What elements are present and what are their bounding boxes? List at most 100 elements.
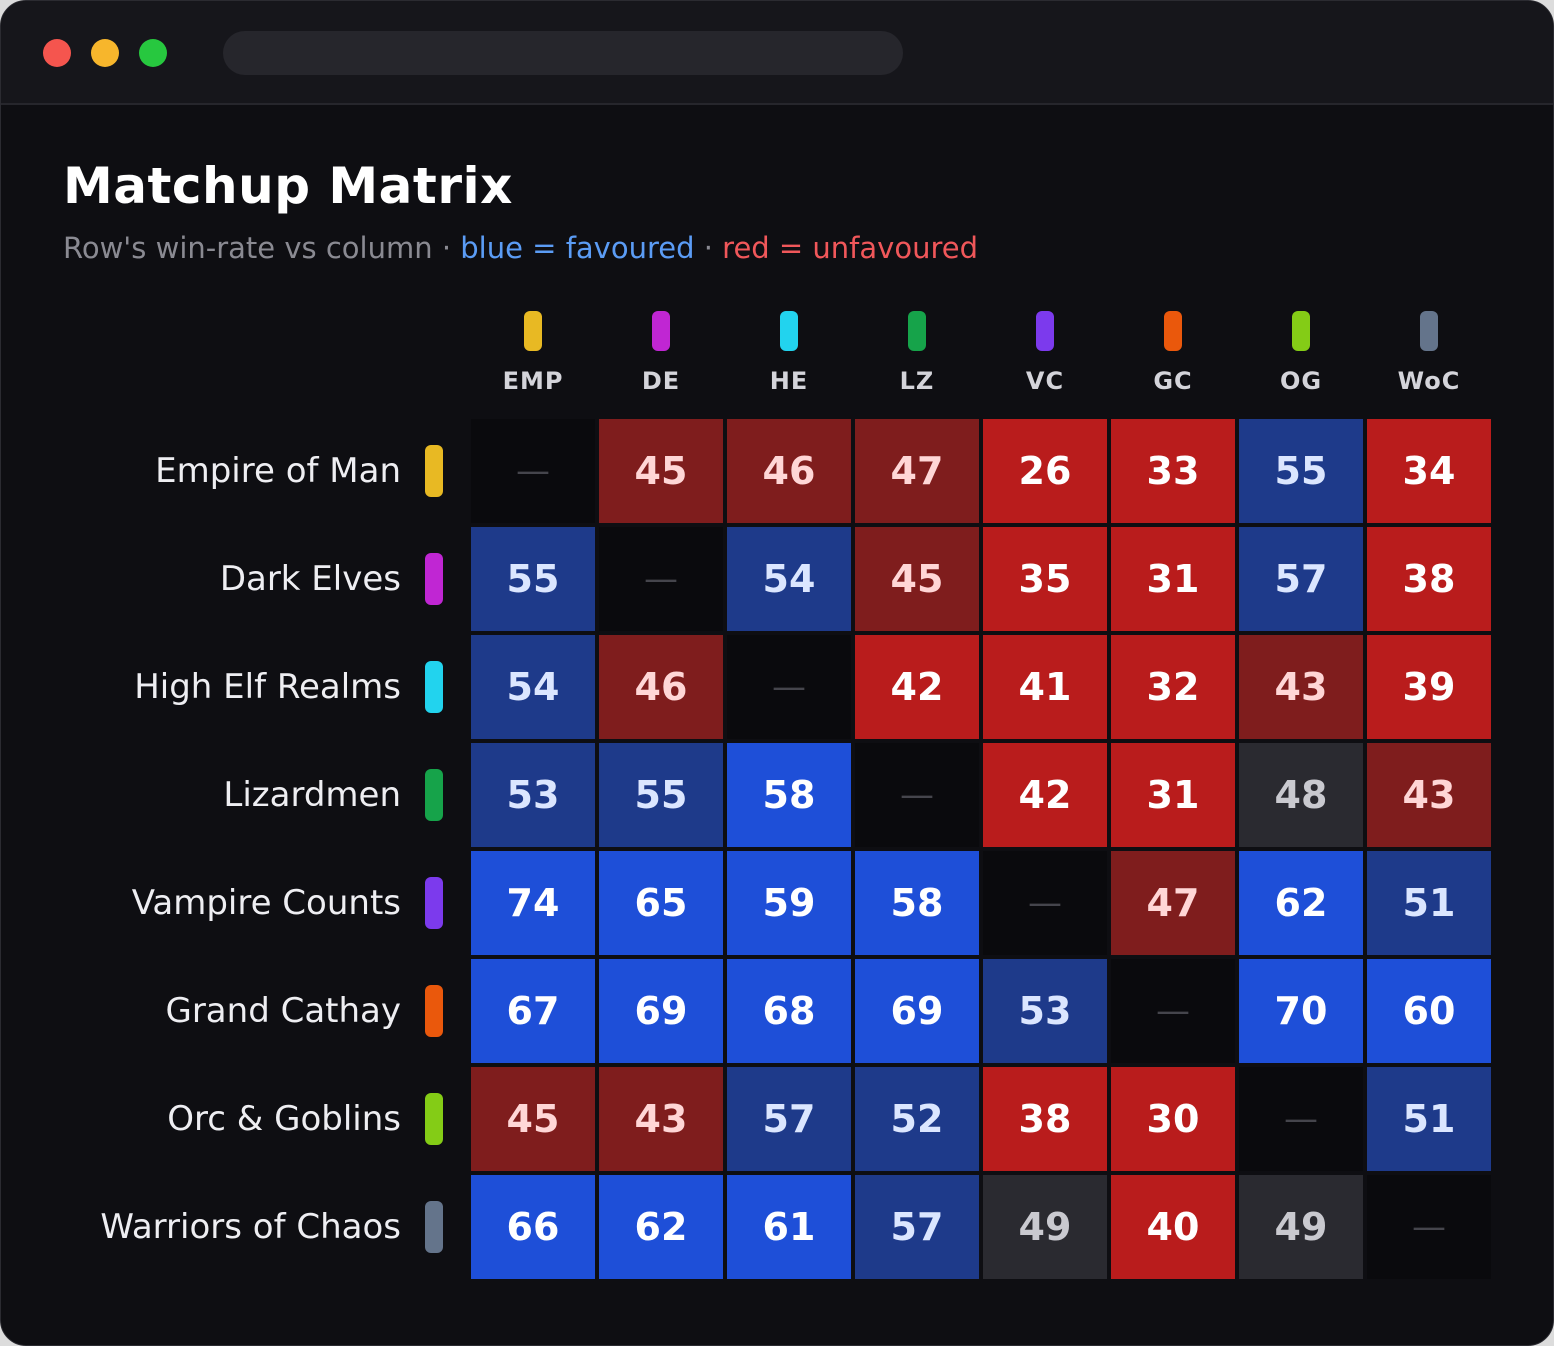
legend-unfavoured: red = unfavoured — [722, 231, 978, 265]
heatmap-cell: 35 — [983, 527, 1107, 631]
heatmap-cell-diagonal: — — [983, 851, 1107, 955]
heatmap-cell: 57 — [727, 1067, 851, 1171]
heatmap-cell: 45 — [599, 419, 723, 523]
heatmap-cell: 62 — [599, 1175, 723, 1279]
heatmap-cell: 67 — [471, 959, 595, 1063]
heatmap-cell: 74 — [471, 851, 595, 955]
heatmap-cell: 47 — [855, 419, 979, 523]
row-label: Orc & Goblins — [167, 1099, 401, 1139]
heatmap-cell: 47 — [1111, 851, 1235, 955]
heatmap-cell: 41 — [983, 635, 1107, 739]
heatmap-cell: 46 — [599, 635, 723, 739]
column-header: EMP — [471, 311, 595, 401]
heatmap-cell: 45 — [471, 1067, 595, 1171]
heatmap-cell: 40 — [1111, 1175, 1235, 1279]
column-color-swatch — [524, 311, 542, 351]
row-header: Orc & Goblins — [41, 1067, 443, 1171]
heatmap-cell: 30 — [1111, 1067, 1235, 1171]
heatmap-cell: 53 — [471, 743, 595, 847]
heatmap-cell: 42 — [983, 743, 1107, 847]
heatmap-cell: 38 — [1367, 527, 1491, 631]
heatmap-cell: 31 — [1111, 527, 1235, 631]
column-color-swatch — [1292, 311, 1310, 351]
address-bar[interactable] — [223, 31, 903, 75]
subtitle-separator: · — [432, 231, 461, 265]
column-color-swatch — [1036, 311, 1054, 351]
close-window-button[interactable] — [43, 39, 71, 67]
column-header: GC — [1111, 311, 1235, 401]
heatmap-cell: 52 — [855, 1067, 979, 1171]
maximize-window-button[interactable] — [139, 39, 167, 67]
heatmap-cell: 66 — [471, 1175, 595, 1279]
subtitle-separator: · — [694, 231, 723, 265]
column-header: DE — [599, 311, 723, 401]
heatmap-cell: 68 — [727, 959, 851, 1063]
column-label: DE — [641, 367, 681, 395]
window-titlebar — [1, 1, 1553, 105]
minimize-window-button[interactable] — [91, 39, 119, 67]
heatmap-cell: 62 — [1239, 851, 1363, 955]
column-header: HE — [727, 311, 851, 401]
row-header: Empire of Man — [41, 419, 443, 523]
heatmap-cell: 58 — [727, 743, 851, 847]
heatmap-cell: 34 — [1367, 419, 1491, 523]
heatmap-cell: 43 — [1239, 635, 1363, 739]
heatmap-cell: 49 — [983, 1175, 1107, 1279]
row-header: Vampire Counts — [41, 851, 443, 955]
heatmap-cell: 48 — [1239, 743, 1363, 847]
heatmap-cell-diagonal: — — [599, 527, 723, 631]
heatmap-cell: 45 — [855, 527, 979, 631]
column-header: LZ — [855, 311, 979, 401]
column-color-swatch — [908, 311, 926, 351]
column-label: GC — [1153, 367, 1193, 395]
row-header: Dark Elves — [41, 527, 443, 631]
page-title: Matchup Matrix — [63, 157, 513, 215]
row-color-swatch — [425, 985, 443, 1037]
row-color-swatch — [425, 553, 443, 605]
heatmap-cell: 54 — [727, 527, 851, 631]
heatmap-cell-diagonal: — — [1367, 1175, 1491, 1279]
heatmap-cell: 69 — [855, 959, 979, 1063]
row-label: Vampire Counts — [131, 883, 401, 923]
row-color-swatch — [425, 1093, 443, 1145]
heatmap-cell: 55 — [471, 527, 595, 631]
heatmap-cell: 57 — [1239, 527, 1363, 631]
column-label: LZ — [899, 367, 935, 395]
heatmap-cell: 43 — [1367, 743, 1491, 847]
heatmap-cell: 39 — [1367, 635, 1491, 739]
heatmap-cell: 43 — [599, 1067, 723, 1171]
row-header: Warriors of Chaos — [41, 1175, 443, 1279]
heatmap-cell: 70 — [1239, 959, 1363, 1063]
row-label: Empire of Man — [155, 451, 401, 491]
heatmap-cell-diagonal: — — [1111, 959, 1235, 1063]
row-label: Grand Cathay — [165, 991, 401, 1031]
heatmap-cell: 33 — [1111, 419, 1235, 523]
heatmap-cell: 61 — [727, 1175, 851, 1279]
column-color-swatch — [780, 311, 798, 351]
row-color-swatch — [425, 661, 443, 713]
row-color-swatch — [425, 1201, 443, 1253]
heatmap-cell: 59 — [727, 851, 851, 955]
heatmap-cell: 38 — [983, 1067, 1107, 1171]
column-color-swatch — [652, 311, 670, 351]
column-label: OG — [1279, 367, 1323, 395]
heatmap-cell: 49 — [1239, 1175, 1363, 1279]
heatmap-cell: 32 — [1111, 635, 1235, 739]
heatmap-cell-diagonal: — — [855, 743, 979, 847]
row-header: Lizardmen — [41, 743, 443, 847]
column-header: WoC — [1367, 311, 1491, 401]
heatmap-cell: 58 — [855, 851, 979, 955]
row-label: Lizardmen — [223, 775, 401, 815]
legend-favoured: blue = favoured — [460, 231, 695, 265]
heatmap-cell: 69 — [599, 959, 723, 1063]
column-header: OG — [1239, 311, 1363, 401]
heatmap-cell-diagonal: — — [727, 635, 851, 739]
heatmap-cell: 53 — [983, 959, 1107, 1063]
heatmap-cell: 65 — [599, 851, 723, 955]
column-color-swatch — [1420, 311, 1438, 351]
row-header: Grand Cathay — [41, 959, 443, 1063]
heatmap-cell: 51 — [1367, 851, 1491, 955]
heatmap-cell: 60 — [1367, 959, 1491, 1063]
column-header: VC — [983, 311, 1107, 401]
